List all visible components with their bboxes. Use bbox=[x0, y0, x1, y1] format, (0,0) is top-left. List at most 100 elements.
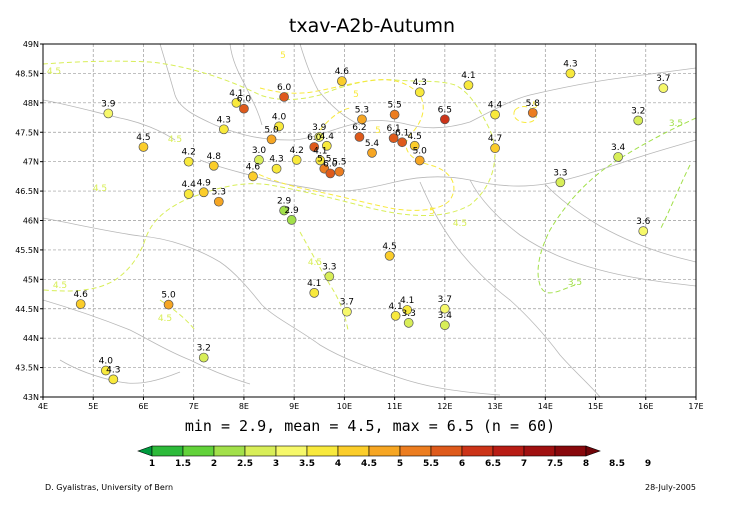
x-tick-label: 14E bbox=[538, 402, 553, 411]
colorbar-label: 1.5 bbox=[175, 459, 191, 469]
station-marker bbox=[463, 80, 474, 91]
contour-label: 5 bbox=[353, 90, 359, 100]
station-value-label: 4.1 bbox=[307, 279, 321, 289]
colorbar-label: 7.5 bbox=[547, 459, 563, 469]
station-marker bbox=[309, 142, 320, 152]
station-value-label: 4.6 bbox=[74, 290, 89, 300]
station-marker bbox=[334, 166, 345, 177]
colorbar-arrow-low bbox=[137, 445, 153, 457]
y-tick-label: 46.5N bbox=[15, 187, 39, 196]
station-marker bbox=[198, 187, 209, 198]
station-value-label: 5.5 bbox=[317, 155, 331, 165]
colorbar-segment bbox=[151, 445, 184, 457]
x-tick-label: 5E bbox=[88, 402, 98, 411]
station-marker bbox=[384, 250, 395, 261]
station-value-label: 4.8 bbox=[207, 152, 222, 162]
station-marker bbox=[439, 114, 450, 125]
contour-label: 4.5 bbox=[53, 281, 67, 291]
colorbar-segment bbox=[182, 445, 215, 457]
y-tick-label: 48.5N bbox=[15, 69, 39, 78]
x-tick-label: 6E bbox=[138, 402, 148, 411]
station-value-label: 3.0 bbox=[252, 146, 267, 156]
station-marker bbox=[100, 365, 111, 376]
station-value-label: 3.9 bbox=[101, 99, 116, 109]
x-tick-label: 17E bbox=[688, 402, 703, 411]
station-marker bbox=[198, 352, 209, 363]
contour-label: 5 bbox=[280, 51, 286, 61]
contour-label: 5 bbox=[375, 126, 381, 136]
y-tick-label: 43.5N bbox=[15, 364, 39, 373]
station-value-label: 6.0 bbox=[323, 159, 338, 169]
contour-label: 4.5 bbox=[308, 258, 322, 268]
colorbar-segment bbox=[399, 445, 432, 457]
station-marker bbox=[218, 124, 229, 135]
colorbar-label: 5 bbox=[397, 459, 403, 469]
station-marker bbox=[271, 163, 282, 174]
station-value-label: 4.1 bbox=[313, 146, 327, 156]
y-tick-label: 45.5N bbox=[15, 246, 39, 255]
colorbar-segment bbox=[554, 445, 587, 457]
station-value-label: 4.7 bbox=[488, 134, 502, 144]
map-borders bbox=[43, 44, 696, 397]
station-value-label: 2.9 bbox=[277, 196, 292, 206]
colorbar-segment bbox=[306, 445, 339, 457]
contour-label: 4.5 bbox=[453, 219, 467, 229]
station-marker bbox=[527, 107, 538, 118]
station-value-label: 4.1 bbox=[388, 302, 402, 312]
station-value-label: 4.4 bbox=[182, 180, 197, 190]
colorbar-label: 8.5 bbox=[609, 459, 625, 469]
station-marker bbox=[138, 142, 149, 152]
station-value-label: 4.4 bbox=[320, 132, 335, 142]
station-marker bbox=[183, 189, 194, 199]
station-value-label: 4.0 bbox=[99, 357, 114, 367]
colorbar-label: 6.5 bbox=[485, 459, 501, 469]
station-marker bbox=[75, 299, 86, 309]
station-marker bbox=[354, 132, 365, 142]
station-marker bbox=[613, 152, 623, 162]
station-value-label: 5.5 bbox=[332, 158, 346, 168]
station-value-label: 4.1 bbox=[461, 71, 475, 81]
colorbar-label: 5.5 bbox=[423, 459, 439, 469]
station-marker bbox=[325, 168, 336, 179]
colorbar-label: 3.5 bbox=[299, 459, 315, 469]
station-value-label: 3.6 bbox=[636, 217, 651, 227]
y-tick-label: 45N bbox=[23, 275, 39, 284]
footer-date: 28-July-2005 bbox=[645, 483, 696, 492]
station-value-label: 4.9 bbox=[197, 178, 212, 188]
station-marker bbox=[279, 92, 289, 102]
y-tick-label: 44.5N bbox=[15, 305, 39, 314]
station-marker bbox=[390, 310, 401, 321]
station-marker bbox=[555, 177, 566, 188]
y-tick-label: 49N bbox=[23, 40, 39, 49]
station-value-label: 3.4 bbox=[611, 143, 626, 153]
station-marker bbox=[357, 114, 367, 125]
station-value-label: 3.2 bbox=[197, 344, 211, 354]
station-marker bbox=[439, 320, 450, 331]
station-marker bbox=[490, 143, 500, 153]
colorbar-label: 2 bbox=[211, 459, 217, 469]
footer-author: D. Gyalistras, University of Bern bbox=[45, 483, 173, 492]
contour-label: 4.5 bbox=[168, 135, 182, 145]
station-value-label: 3.4 bbox=[438, 311, 453, 321]
contour-label: 4.5 bbox=[158, 314, 172, 324]
x-tick-label: 8E bbox=[239, 402, 249, 411]
station-value-label: 3.3 bbox=[322, 262, 336, 272]
station-value-label: 3.7 bbox=[340, 298, 354, 308]
station-value-label: 3.3 bbox=[553, 168, 567, 178]
colorbar-segment bbox=[337, 445, 370, 457]
colorbar-arrow-high bbox=[585, 445, 601, 457]
x-tick-label: 11E bbox=[387, 402, 402, 411]
station-marker bbox=[638, 226, 649, 236]
station-marker bbox=[403, 318, 414, 328]
contour-label: 4.5 bbox=[93, 184, 107, 194]
station-value-label: 6.0 bbox=[237, 95, 252, 105]
station-marker bbox=[213, 196, 224, 207]
station-value-label: 6.0 bbox=[277, 83, 292, 93]
x-tick-label: 4E bbox=[38, 402, 48, 411]
station-marker bbox=[163, 299, 174, 310]
contour-label: 5 bbox=[429, 207, 435, 217]
station-marker bbox=[254, 155, 264, 165]
station-value-label: 5.3 bbox=[355, 105, 369, 115]
y-tick-label: 47.5N bbox=[15, 128, 39, 137]
